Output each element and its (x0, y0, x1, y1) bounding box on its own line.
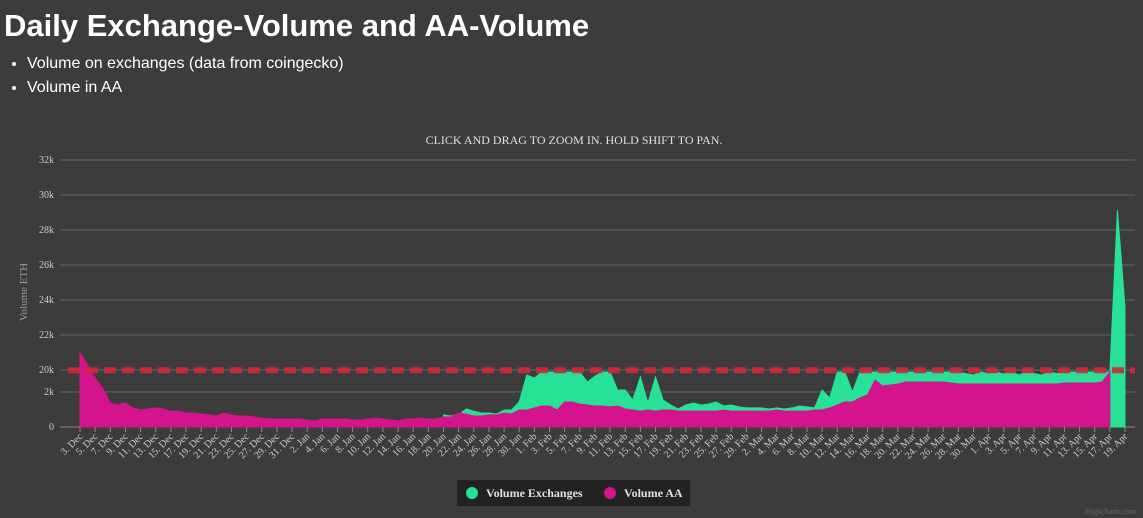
note: Volume in AA (27, 76, 344, 100)
legend-label: Volume Exchanges (486, 486, 583, 500)
legend-item[interactable]: Volume AA (604, 486, 683, 500)
y-tick-label: 32k (39, 155, 54, 166)
y-axis-title: Volume ETH (18, 263, 30, 321)
note: Volume on exchanges (data from coingecko… (27, 52, 344, 76)
legend: Volume Exchanges Volume AA (457, 480, 690, 506)
credits: Highcharts.com (1085, 507, 1137, 516)
area (79, 350, 1111, 428)
y-tick-label: 20k (39, 365, 54, 376)
y-tick-label: 30k (39, 190, 54, 201)
y-tick-label: 24k (39, 295, 54, 306)
y-tick-label: 2k (44, 387, 54, 398)
legend-item[interactable]: Volume Exchanges (466, 486, 583, 500)
y-tick-label: 26k (39, 260, 54, 271)
legend-box (457, 480, 690, 506)
y-tick-label: 0 (49, 422, 54, 433)
notes: Volume on exchanges (data from coingecko… (8, 52, 344, 100)
title: Daily Exchange-Volume and AA-Volume (4, 8, 590, 43)
y-tick-label: 22k (39, 330, 54, 341)
y-tick-label: 28k (39, 225, 54, 236)
legend-swatch (466, 487, 478, 499)
legend-label: Volume AA (624, 486, 683, 500)
subtitle: CLICK AND DRAG TO ZOOM IN. HOLD SHIFT TO… (426, 133, 723, 147)
legend-swatch (604, 487, 616, 499)
